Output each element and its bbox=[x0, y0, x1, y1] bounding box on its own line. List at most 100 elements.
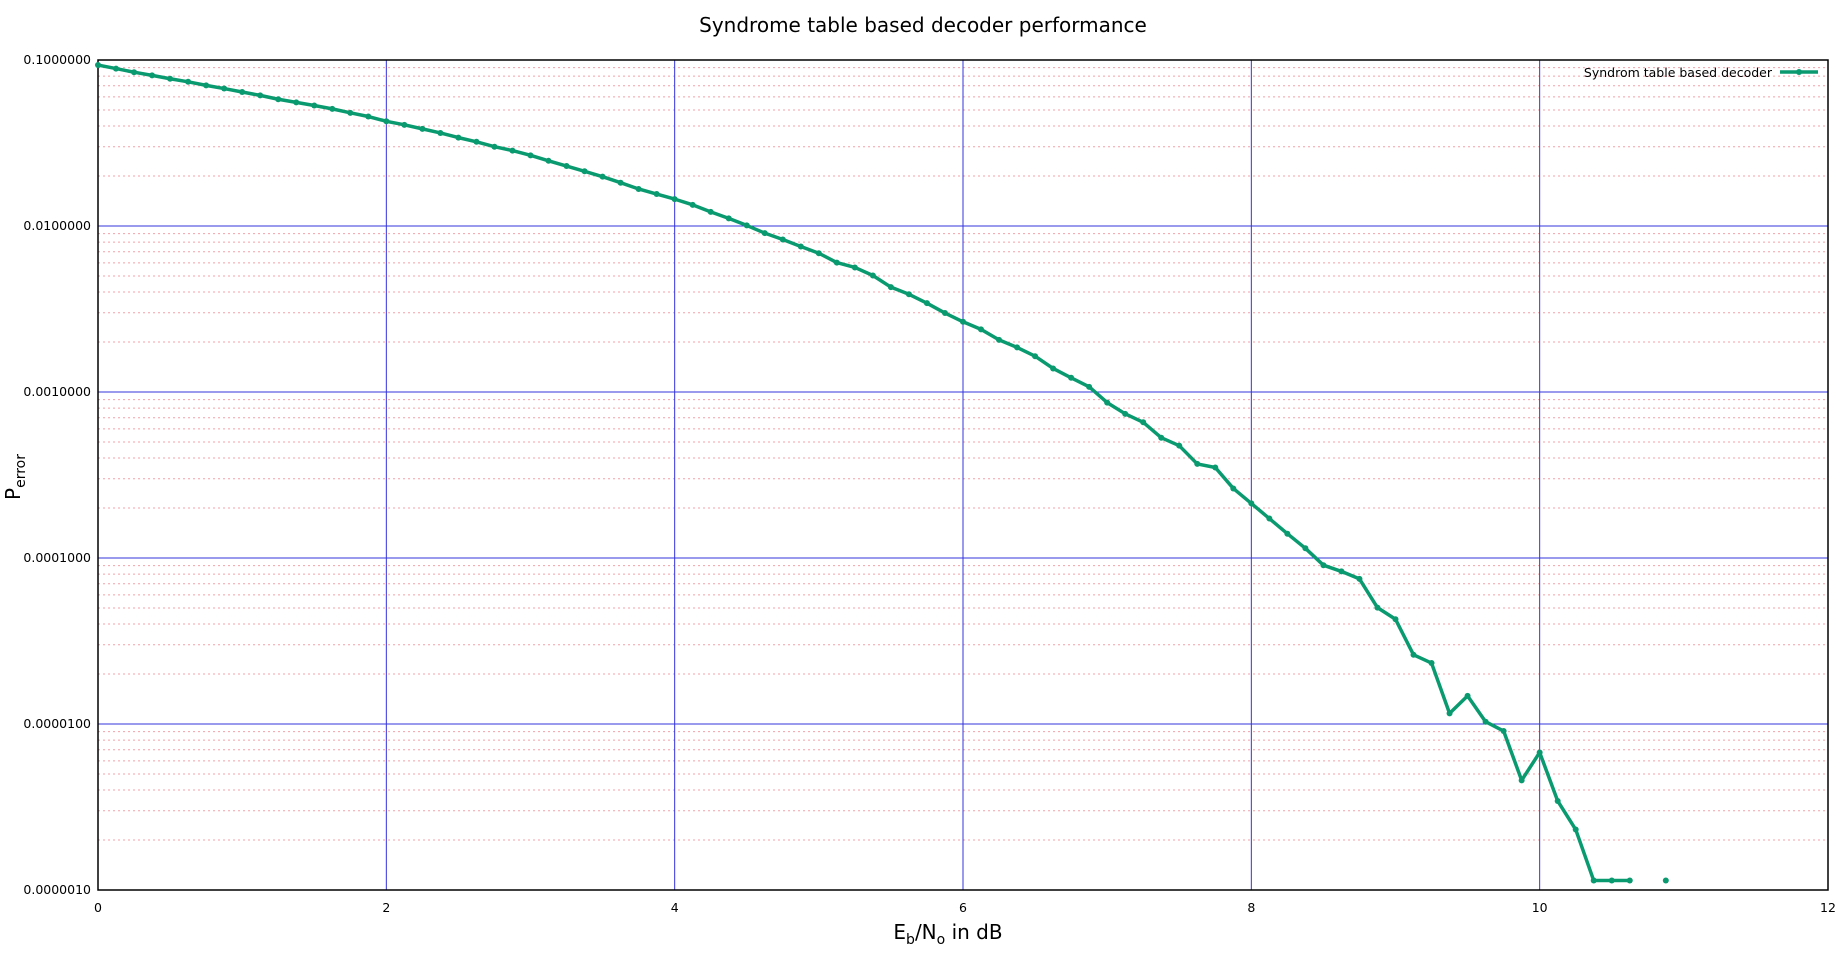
data-point bbox=[1608, 877, 1615, 884]
data-point bbox=[1068, 374, 1075, 381]
data-point bbox=[1410, 651, 1417, 658]
data-point bbox=[851, 264, 858, 271]
data-point bbox=[1626, 877, 1633, 884]
data-point bbox=[1428, 660, 1435, 667]
y-tick-label: 0.0100000 bbox=[23, 218, 91, 233]
data-point bbox=[185, 78, 192, 85]
data-point bbox=[455, 134, 462, 141]
data-point bbox=[1356, 575, 1363, 582]
x-axis-label-sub-b: b bbox=[906, 932, 915, 948]
y-axis-label-sub: error bbox=[13, 454, 29, 488]
data-point bbox=[960, 318, 966, 325]
data-point bbox=[437, 129, 444, 136]
data-point bbox=[887, 284, 894, 291]
data-point bbox=[1086, 383, 1093, 390]
data-point bbox=[1248, 500, 1255, 507]
data-point bbox=[95, 62, 101, 69]
x-tick-label: 6 bbox=[959, 900, 967, 915]
y-tick-label: 0.1000000 bbox=[23, 52, 91, 67]
x-tick-label: 8 bbox=[1247, 900, 1255, 915]
data-point bbox=[491, 143, 498, 150]
data-point bbox=[707, 208, 714, 215]
data-point bbox=[149, 72, 156, 79]
major-grid bbox=[98, 60, 1828, 890]
x-tick-label: 2 bbox=[382, 900, 390, 915]
y-axis-ticks: 0.1000000 0.0100000 0.0010000 0.0001000 0.00… bbox=[23, 52, 91, 897]
data-point bbox=[1194, 460, 1201, 467]
legend: Syndrom table based decoder bbox=[1584, 65, 1818, 80]
data-point bbox=[671, 196, 678, 203]
data-point bbox=[1446, 710, 1453, 717]
data-point bbox=[1590, 877, 1597, 884]
y-tick-label: 0.0001000 bbox=[23, 550, 91, 565]
data-point bbox=[1536, 749, 1543, 756]
x-tick-label: 10 bbox=[1532, 900, 1548, 915]
data-point bbox=[221, 85, 228, 92]
data-point bbox=[1212, 464, 1219, 471]
y-tick-label: 0.0010000 bbox=[23, 384, 91, 399]
data-point bbox=[1572, 826, 1579, 833]
x-tick-label: 12 bbox=[1820, 900, 1836, 915]
x-axis-label-base: E bbox=[893, 920, 906, 944]
data-point bbox=[1032, 353, 1039, 360]
x-axis-label: Eb/No in dB bbox=[893, 920, 1002, 948]
data-point bbox=[1266, 515, 1273, 522]
x-axis-label-sub-o: o bbox=[937, 932, 946, 948]
data-point bbox=[1302, 545, 1309, 552]
data-point bbox=[635, 185, 642, 192]
data-point bbox=[797, 243, 804, 250]
data-point bbox=[653, 191, 660, 198]
data-point bbox=[563, 163, 570, 170]
data-point bbox=[1464, 692, 1471, 699]
x-axis-label-mid: /N bbox=[915, 920, 937, 944]
chart-title: Syndrome table based decoder performance bbox=[699, 13, 1147, 37]
data-point bbox=[815, 250, 822, 257]
x-tick-label: 4 bbox=[671, 900, 679, 915]
data-point bbox=[1284, 530, 1291, 537]
series-line bbox=[97, 63, 1630, 883]
data-point bbox=[257, 92, 264, 99]
data-point bbox=[1482, 718, 1489, 725]
data-point bbox=[581, 168, 588, 175]
data-point bbox=[1392, 616, 1399, 623]
x-axis-label-tail: in dB bbox=[945, 920, 1002, 944]
data-point bbox=[203, 82, 210, 89]
data-point bbox=[473, 138, 480, 145]
data-point bbox=[869, 272, 876, 279]
data-point bbox=[725, 215, 732, 222]
data-point bbox=[401, 121, 408, 128]
data-point bbox=[905, 291, 912, 298]
series-layer bbox=[95, 62, 1669, 884]
data-point bbox=[1554, 797, 1561, 804]
data-point bbox=[239, 89, 246, 96]
data-point bbox=[527, 152, 534, 159]
data-point bbox=[1014, 344, 1021, 351]
data-point bbox=[1518, 777, 1525, 784]
data-point bbox=[383, 118, 390, 125]
data-point bbox=[779, 236, 786, 243]
y-axis-label-base: P bbox=[1, 488, 25, 500]
data-point bbox=[1122, 410, 1129, 417]
data-point bbox=[131, 69, 138, 76]
data-point bbox=[761, 230, 768, 237]
y-axis-label: Perror bbox=[1, 454, 29, 500]
data-point bbox=[347, 109, 354, 116]
data-point bbox=[833, 259, 840, 266]
data-point bbox=[365, 113, 372, 120]
data-point bbox=[1662, 877, 1669, 884]
data-point bbox=[311, 102, 318, 109]
data-point bbox=[113, 65, 120, 72]
data-point bbox=[1176, 442, 1183, 449]
data-point bbox=[1320, 562, 1327, 569]
legend-entry-marker bbox=[1796, 69, 1802, 75]
x-tick-label: 0 bbox=[94, 900, 102, 915]
data-point bbox=[996, 336, 1003, 343]
data-point bbox=[545, 157, 552, 164]
data-point bbox=[923, 300, 930, 307]
data-point bbox=[509, 147, 516, 154]
data-point bbox=[419, 125, 426, 132]
data-point bbox=[1158, 434, 1165, 441]
data-point bbox=[293, 99, 300, 106]
plot-frame bbox=[97, 59, 1829, 891]
